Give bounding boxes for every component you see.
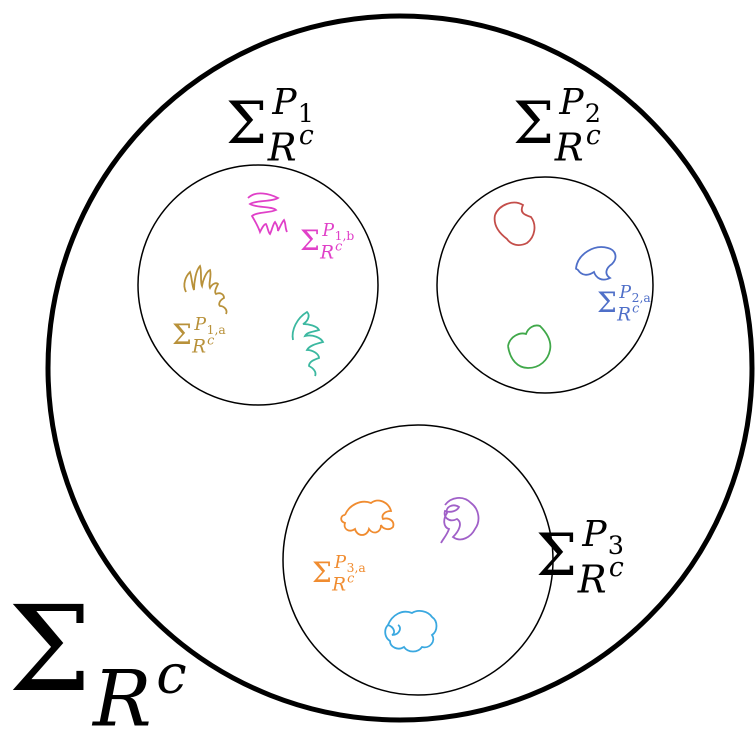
sigma: Σ: [312, 556, 332, 589]
sub-sup: c: [156, 642, 186, 705]
sigma: Σ: [300, 224, 320, 257]
sub: R: [91, 654, 152, 729]
sigma: Σ: [8, 580, 91, 718]
sub: R: [319, 242, 334, 263]
sigma: Σ: [172, 318, 192, 351]
sup: P: [581, 514, 607, 555]
squiggle-p2c: [508, 325, 550, 368]
sup: P: [271, 82, 297, 123]
squiggle-p2b: [576, 247, 615, 279]
squiggle-p1c: [293, 312, 323, 376]
squiggle-p1a: [184, 266, 226, 314]
sub: R: [554, 125, 584, 170]
sigma: Σ: [226, 89, 267, 157]
sigma: Σ: [536, 521, 577, 589]
squiggle-p2a: [495, 203, 535, 245]
squiggle-p3a: [341, 501, 393, 535]
squiggle-p3c: [385, 611, 436, 652]
sup-sub: 3: [608, 531, 624, 561]
sup-sub: 3,a: [347, 561, 366, 575]
squiggle-p1b: [248, 193, 287, 234]
sup: P: [193, 315, 206, 335]
sup: P: [321, 221, 334, 241]
squiggle-p3b: [441, 498, 478, 543]
outer-circle: [48, 16, 752, 720]
sigma: Σ: [597, 286, 617, 319]
sub: R: [191, 336, 206, 357]
sup-sub: 1: [298, 99, 314, 129]
sub: R: [577, 557, 607, 602]
sup-sub: 2,a: [632, 291, 651, 305]
sup: P: [558, 82, 584, 123]
diagram: ΣRcΣRcP1ΣRcP2ΣRcP3ΣRcP1,bΣRcP1,aΣRcP2,aΣ…: [0, 0, 755, 729]
sup-sub: 1,b: [335, 229, 355, 243]
sup: P: [618, 283, 631, 303]
sup-sub: 1,a: [207, 323, 226, 337]
sup: P: [333, 553, 346, 573]
sigma: Σ: [513, 89, 554, 157]
sub: R: [616, 304, 631, 325]
sub: R: [267, 125, 297, 170]
sub: R: [331, 574, 346, 595]
sup-sub: 2: [585, 99, 601, 129]
